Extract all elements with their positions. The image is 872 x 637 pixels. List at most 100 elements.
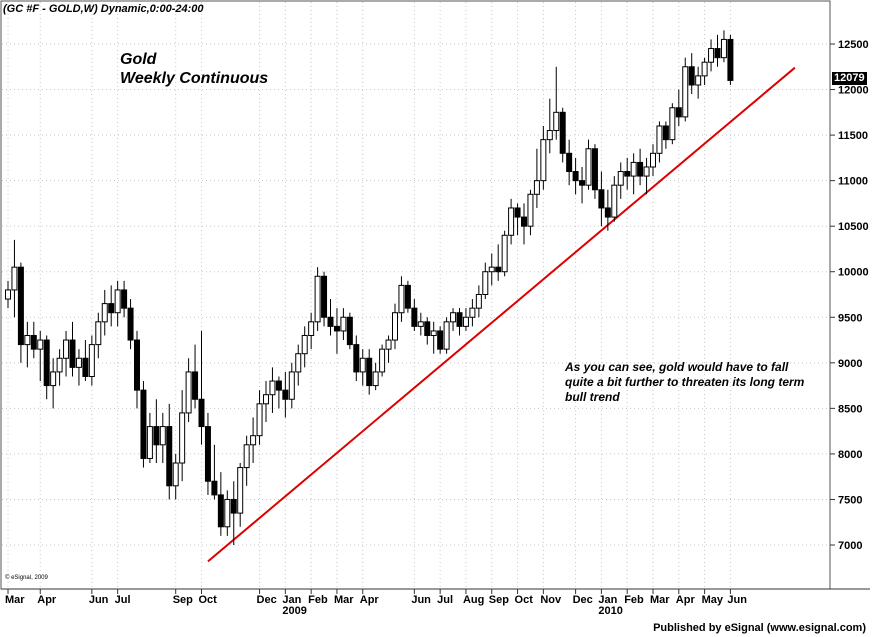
x-year-label: 2009 [282,605,306,617]
candle-body-up [617,171,624,186]
plot-frame [0,0,831,590]
candle-body-down [211,480,218,496]
candle-body-down [30,334,37,350]
candle-body-up [75,357,82,368]
candle-body-down [82,357,89,377]
x-tick-label: Jun [411,594,431,606]
trendline-group [207,66,796,563]
candle-body-up [540,139,547,182]
candle-body-down [604,207,611,218]
candle-body-down [404,284,411,309]
candle-body-up [50,371,57,387]
candle-body-down [17,266,24,346]
candle-body-down [637,161,644,177]
candle-body-down [688,66,695,86]
candle-body-up [314,275,321,323]
candle-body-up [398,284,405,314]
y-tick-label: 11000 [838,176,868,188]
x-tick-label: Oct [515,594,534,606]
x-tick-label: Sep [173,594,193,606]
x-axis-ticks: Mar Apr Jun Jul Sep Oct Dec Jan Feb Mar Apr Jun Jul A… [5,589,747,617]
y-tick-label: 12000 [838,85,869,97]
candle-body-up [263,394,269,405]
candle-body-down [675,107,682,118]
candle-body-up [475,294,482,309]
x-tick-label: May [702,594,724,606]
candle-body-down [121,289,128,309]
candle-body-up [256,403,263,437]
candle-body-up [172,462,179,487]
candle-body-up [546,130,553,141]
candle-body-down [327,316,334,327]
candle-body-down [591,148,598,191]
x-tick-label: Sep [489,594,509,606]
candle-body-up [656,125,663,154]
annotation-text: As you can see, gold would have to fall … [565,360,805,404]
candle-body-down [521,216,527,227]
published-by-text: Published by eSignal (www.esignal.com) [653,622,866,634]
candle-body-up [392,312,398,341]
candle-body-up [501,234,508,273]
x-tick-label: Feb [624,594,644,606]
copyright-text: © eSignal, 2009 [5,575,48,581]
candle-body-down [127,307,134,341]
candle-body-down [598,189,605,209]
candle-body-down [624,171,631,177]
candle-body-up [37,339,44,350]
candle-body-down [204,426,211,482]
candle-body-down [166,426,173,487]
candle-body-up [508,207,515,236]
x-tick-label: Jul [115,594,131,606]
candle-body-up [88,344,95,377]
chart-title-block: Gold Weekly Continuous [120,50,268,88]
candle-body-down [217,494,224,528]
chart-title: Gold [120,51,157,68]
x-tick-label: Apr [37,594,57,606]
candle-body-down [108,303,115,314]
footer-bar [0,615,872,637]
candle-body-up [417,321,424,327]
y-tick-label: 7000 [838,540,862,552]
candle-body-up [682,66,689,118]
candle-body-up [295,353,302,373]
candle-body-up [372,371,379,387]
candle-body-down [727,38,734,81]
candle-body-up [63,339,70,359]
candle-body-up [553,111,560,132]
candle-body-down [366,357,373,387]
y-tick-label: 10500 [838,221,869,233]
candle-body-up [11,266,18,291]
candle-body-up [224,498,231,528]
candle-body-up [611,184,618,218]
symbol-header: (GC #F - GOLD,W) Dynamic,0:00-24:00 [3,3,204,15]
y-tick-label: 12500 [838,39,869,51]
candle-body-down [192,371,199,400]
candle-body-down [140,389,147,459]
candle-body-up [179,412,186,464]
x-tick-label: Aug [463,594,484,606]
candle-body-up [237,467,244,514]
candle-body-down [566,152,573,173]
x-tick-label: Dec [573,594,593,606]
candle-body-up [462,316,469,327]
candle-body-up [385,339,392,350]
y-tick-label: 7500 [838,494,862,506]
candle-body-up [720,38,727,59]
candle-body-up [643,166,650,177]
y-tick-label: 9000 [838,358,862,370]
x-tick-label: Jul [437,594,453,606]
candle-body-up [695,75,702,86]
candle-body-up [379,348,386,373]
x-tick-label: Mar [650,594,670,606]
chart-subtitle: Weekly Continuous [120,70,269,87]
candle-body-down [198,398,205,428]
candle-body-down [424,321,431,336]
candle-body-up [301,334,308,355]
candle-body-up [359,357,366,373]
candle-body-down [456,312,463,327]
candle-body-up [185,371,192,414]
candle-body-up [650,152,656,168]
x-tick-label: Mar [334,594,354,606]
x-tick-label: Feb [308,594,328,606]
